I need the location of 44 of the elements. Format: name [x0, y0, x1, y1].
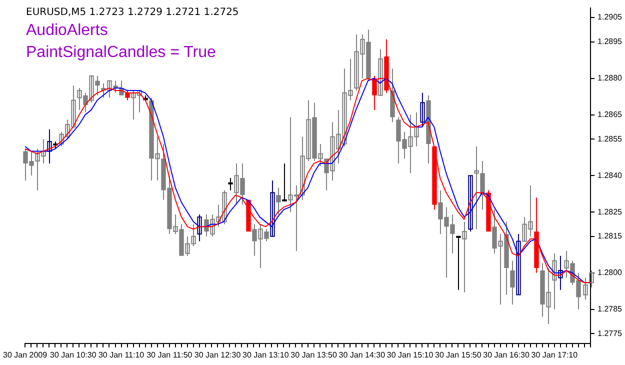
- candlestick: [197, 214, 202, 242]
- x-tick-label: 30 Jan 13:10: [242, 350, 290, 360]
- y-tick-label: 1.2815: [598, 232, 623, 241]
- candlestick: [510, 260, 515, 305]
- y-tick-label: 1.2905: [598, 12, 623, 22]
- candlestick: [462, 221, 467, 293]
- y-tick-label: 1.2800: [598, 268, 623, 278]
- x-tick-label: 30 Jan 11:50: [146, 350, 193, 360]
- candlestick: [125, 90, 130, 101]
- candlestick: [270, 180, 275, 237]
- x-tick-label: 30 Jan 17:10: [531, 350, 578, 360]
- x-tick-label: 30 Jan 15:50: [435, 350, 482, 360]
- candlestick: [552, 252, 557, 310]
- candlestick: [276, 187, 281, 216]
- candlestick: [558, 255, 563, 290]
- y-tick-label: 1.2825: [598, 207, 623, 216]
- x-tick-label: 30 Jan 14:30: [338, 350, 386, 360]
- candlestick: [468, 175, 473, 232]
- x-tick-label: 30 Jan 2009: [2, 350, 48, 360]
- y-tick-label: 1.2855: [598, 134, 623, 144]
- candlestick: [228, 178, 233, 191]
- candlestick: [456, 236, 461, 290]
- x-tick-label: 30 Jan 10:30: [50, 350, 97, 360]
- y-tick-label: 1.2865: [598, 110, 623, 120]
- x-tick-label: 30 Jan 11:10: [98, 350, 145, 360]
- x-tick-label: 30 Jan 16:30: [483, 350, 530, 360]
- candlestick: [589, 270, 594, 288]
- annotation: PaintSignalCandles = True: [26, 43, 216, 63]
- y-tick-label: 1.2785: [598, 304, 623, 314]
- annotation: AudioAlerts: [26, 21, 109, 41]
- x-tick-label: 30 Jan 13:50: [290, 350, 338, 360]
- candlestick: [420, 92, 425, 128]
- candlestick: [378, 48, 383, 96]
- chart-title: EURUSD,M5 1.2723 1.2729 1.2721 1.2725: [26, 7, 239, 18]
- y-tick-label: 1.2775: [598, 328, 623, 338]
- candlestick: [282, 162, 287, 202]
- x-tick-label: 30 Jan 12:30: [194, 350, 242, 360]
- x-tick-label: 30 Jan 15:10: [386, 350, 434, 360]
- candlestick: [516, 233, 521, 296]
- candlestick: [47, 128, 52, 164]
- y-tick-label: 1.2880: [598, 74, 623, 83]
- y-tick-label: 1.2840: [598, 170, 623, 180]
- y-tick-label: 1.2895: [598, 37, 623, 46]
- candlestick: [583, 277, 588, 300]
